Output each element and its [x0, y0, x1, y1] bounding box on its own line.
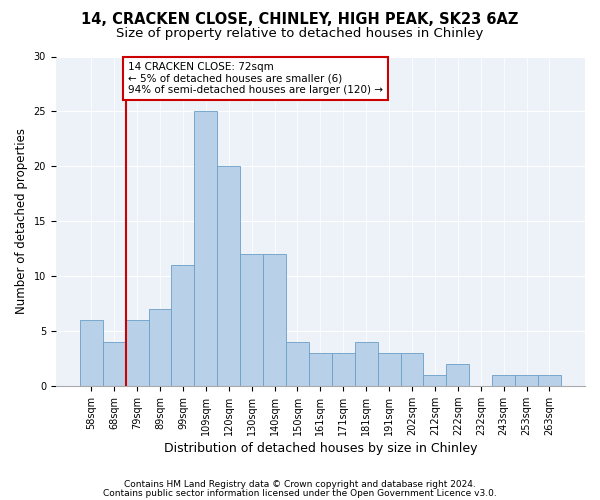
Bar: [355, 342, 377, 386]
Text: Size of property relative to detached houses in Chinley: Size of property relative to detached ho…: [116, 28, 484, 40]
Bar: [492, 375, 515, 386]
Text: Contains HM Land Registry data © Crown copyright and database right 2024.: Contains HM Land Registry data © Crown c…: [124, 480, 476, 489]
X-axis label: Distribution of detached houses by size in Chinley: Distribution of detached houses by size …: [164, 442, 477, 455]
Text: 14, CRACKEN CLOSE, CHINLEY, HIGH PEAK, SK23 6AZ: 14, CRACKEN CLOSE, CHINLEY, HIGH PEAK, S…: [82, 12, 518, 28]
Bar: [401, 353, 424, 386]
Y-axis label: Number of detached properties: Number of detached properties: [15, 128, 28, 314]
Bar: [263, 254, 286, 386]
Bar: [286, 342, 309, 386]
Bar: [172, 265, 194, 386]
Text: 14 CRACKEN CLOSE: 72sqm
← 5% of detached houses are smaller (6)
94% of semi-deta: 14 CRACKEN CLOSE: 72sqm ← 5% of detached…: [128, 62, 383, 95]
Bar: [332, 353, 355, 386]
Bar: [309, 353, 332, 386]
Bar: [217, 166, 240, 386]
Bar: [194, 112, 217, 386]
Bar: [377, 353, 401, 386]
Bar: [240, 254, 263, 386]
Bar: [125, 320, 149, 386]
Bar: [149, 309, 172, 386]
Bar: [424, 375, 446, 386]
Bar: [538, 375, 561, 386]
Bar: [446, 364, 469, 386]
Bar: [103, 342, 125, 386]
Bar: [80, 320, 103, 386]
Bar: [515, 375, 538, 386]
Text: Contains public sector information licensed under the Open Government Licence v3: Contains public sector information licen…: [103, 488, 497, 498]
